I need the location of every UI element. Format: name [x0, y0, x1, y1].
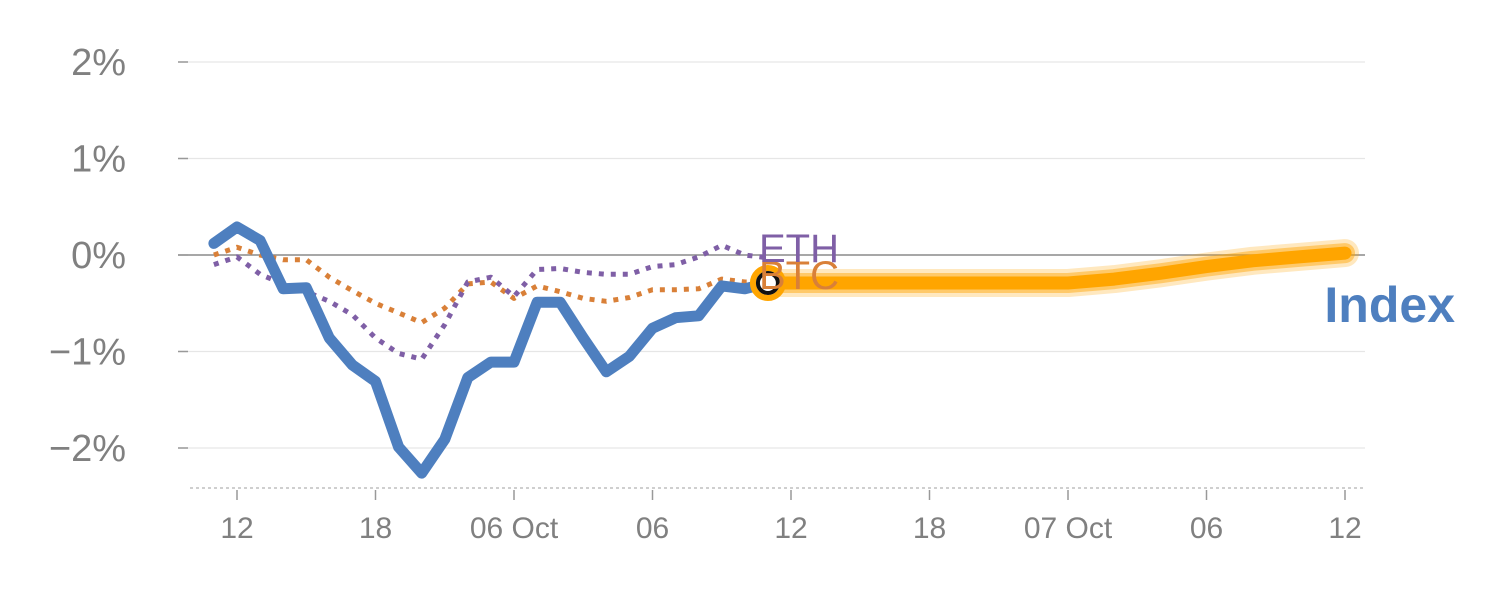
series-line-index — [208, 221, 774, 479]
y-tick-label: 2% — [71, 42, 126, 84]
x-tick-label: 06 — [636, 512, 669, 545]
x-tick-label: 12 — [774, 512, 807, 545]
series-label-btc: BTC — [759, 254, 839, 298]
forecast-line — [761, 246, 1352, 290]
x-tick-label: 07 Oct — [1024, 512, 1113, 545]
y-tick-label: 0% — [71, 235, 126, 277]
series-label-eth: ETH — [759, 227, 839, 271]
x-tick-label: 12 — [1328, 512, 1361, 545]
labels: 2% 1% 0% −1% −2% 12 18 06 Oct 06 12 18 07 Oct 06 12 In… — [49, 42, 1455, 545]
gridlines — [178, 61, 1365, 449]
x-tick-label: 12 — [220, 512, 253, 545]
x-tick-label: 18 — [359, 512, 392, 545]
y-tick-label: −1% — [49, 332, 126, 374]
series-line-eth — [213, 242, 769, 362]
x-tick-label: 06 — [1190, 512, 1223, 545]
x-tick-label: 06 Oct — [470, 512, 559, 545]
current-marker-dot — [755, 270, 780, 295]
x-tick-label: 18 — [913, 512, 946, 545]
y-tick-label: −2% — [49, 428, 126, 470]
y-tick-label: 1% — [71, 139, 126, 181]
series-label-index: Index — [1324, 277, 1455, 333]
series-line-btc — [213, 244, 768, 326]
axes — [178, 61, 1365, 500]
series — [208, 221, 1359, 479]
